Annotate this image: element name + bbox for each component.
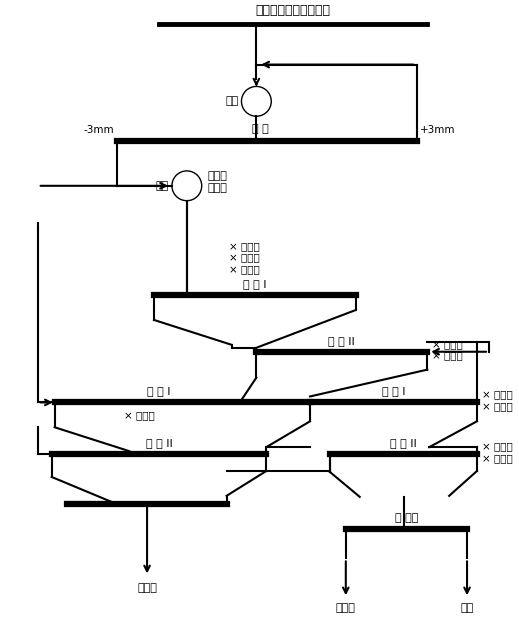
Text: 尾矿: 尾矿 — [460, 603, 474, 613]
Text: 扫 选 II: 扫 选 II — [390, 438, 417, 448]
Text: 铜精矿: 铜精矿 — [137, 583, 157, 593]
Text: 破碎: 破碎 — [225, 96, 239, 106]
Text: 精 选 II: 精 选 II — [146, 438, 172, 448]
Text: 分 级: 分 级 — [252, 124, 269, 134]
Text: +3mm: +3mm — [420, 125, 456, 135]
Text: 粗 选 II: 粗 选 II — [329, 336, 355, 346]
Text: × 捕收剂
× 起泡剂: × 捕收剂 × 起泡剂 — [482, 441, 513, 463]
Text: 磨矿: 磨矿 — [156, 181, 169, 191]
Text: 粗 选 I: 粗 选 I — [243, 279, 267, 289]
Text: 高氧化率铜钼共生矿石: 高氧化率铜钼共生矿石 — [256, 4, 331, 17]
Text: 强 磁选: 强 磁选 — [395, 513, 418, 523]
Text: × 捕收剂
× 起泡剂: × 捕收剂 × 起泡剂 — [432, 339, 463, 361]
Text: 钼中矿: 钼中矿 — [336, 603, 356, 613]
Text: × 捕收剂
× 起泡剂: × 捕收剂 × 起泡剂 — [482, 389, 513, 411]
Text: × 水玻璃: × 水玻璃 — [124, 411, 155, 421]
Text: 精 选 I: 精 选 I — [147, 386, 171, 396]
Text: 扫 选 I: 扫 选 I — [382, 386, 405, 396]
Text: 活化剂
硫化剂: 活化剂 硫化剂 — [208, 171, 227, 193]
Text: -3mm: -3mm — [84, 125, 114, 135]
Text: × 水玻璃
× 捕收剂
× 起泡剂: × 水玻璃 × 捕收剂 × 起泡剂 — [228, 241, 260, 274]
